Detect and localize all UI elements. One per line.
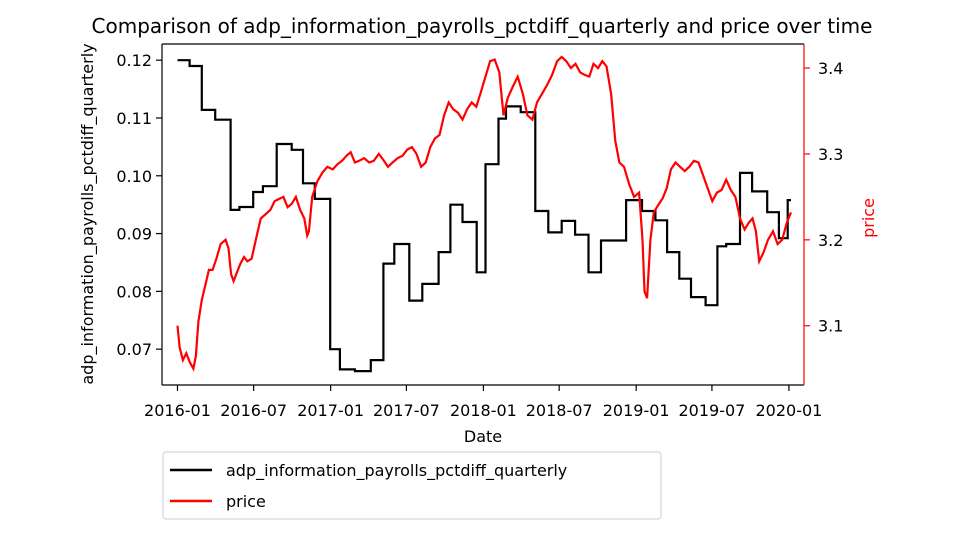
x-tick-label: 2016-01: [144, 401, 211, 420]
legend-label-price: price: [226, 492, 266, 511]
chart-title: Comparison of adp_information_payrolls_p…: [92, 14, 873, 38]
plot-series: [176, 55, 793, 373]
series-line-adp: [177, 59, 791, 373]
right-tick-label: 3.3: [818, 145, 843, 164]
legend: adp_information_payrolls_pctdiff_quarter…: [162, 451, 662, 520]
left-axis-title: adp_information_payrolls_pctdiff_quarter…: [78, 43, 98, 384]
x-tick-label: 2017-01: [297, 401, 364, 420]
left-tick-label: 0.07: [116, 340, 152, 359]
left-tick-label: 0.09: [116, 225, 152, 244]
right-tick-label: 3.1: [818, 317, 843, 336]
left-axis-ticks: 0.07 0.08 0.09 0.10 0.11 0.12: [116, 51, 162, 359]
x-tick-label: 2020-01: [756, 401, 823, 420]
left-tick-label: 0.12: [116, 51, 152, 70]
legend-label-adp: adp_information_payrolls_pctdiff_quarter…: [226, 461, 567, 481]
left-tick-label: 0.10: [116, 167, 152, 186]
x-tick-label: 2018-01: [450, 401, 517, 420]
right-tick-label: 3.2: [818, 231, 843, 250]
x-tick-label: 2016-07: [220, 401, 287, 420]
right-tick-label: 3.4: [818, 59, 843, 78]
x-tick-label: 2019-07: [678, 401, 745, 420]
right-axis-ticks: 3.1 3.2 3.3 3.4: [804, 59, 843, 336]
x-tick-label: 2018-07: [526, 401, 593, 420]
left-tick-label: 0.08: [116, 282, 152, 301]
x-tick-label: 2019-01: [603, 401, 670, 420]
x-axis-title: Date: [464, 427, 502, 446]
legend-box: [162, 451, 662, 520]
left-tick-label: 0.11: [116, 109, 152, 128]
x-tick-label: 2017-07: [373, 401, 440, 420]
right-axis-title: price: [859, 198, 878, 238]
plot-frame: [161, 43, 805, 386]
series-line-price: [176, 55, 793, 372]
x-axis-ticks: 2016-01 2016-07 2017-01 2017-07 2018-01 2018-…: [144, 385, 822, 420]
